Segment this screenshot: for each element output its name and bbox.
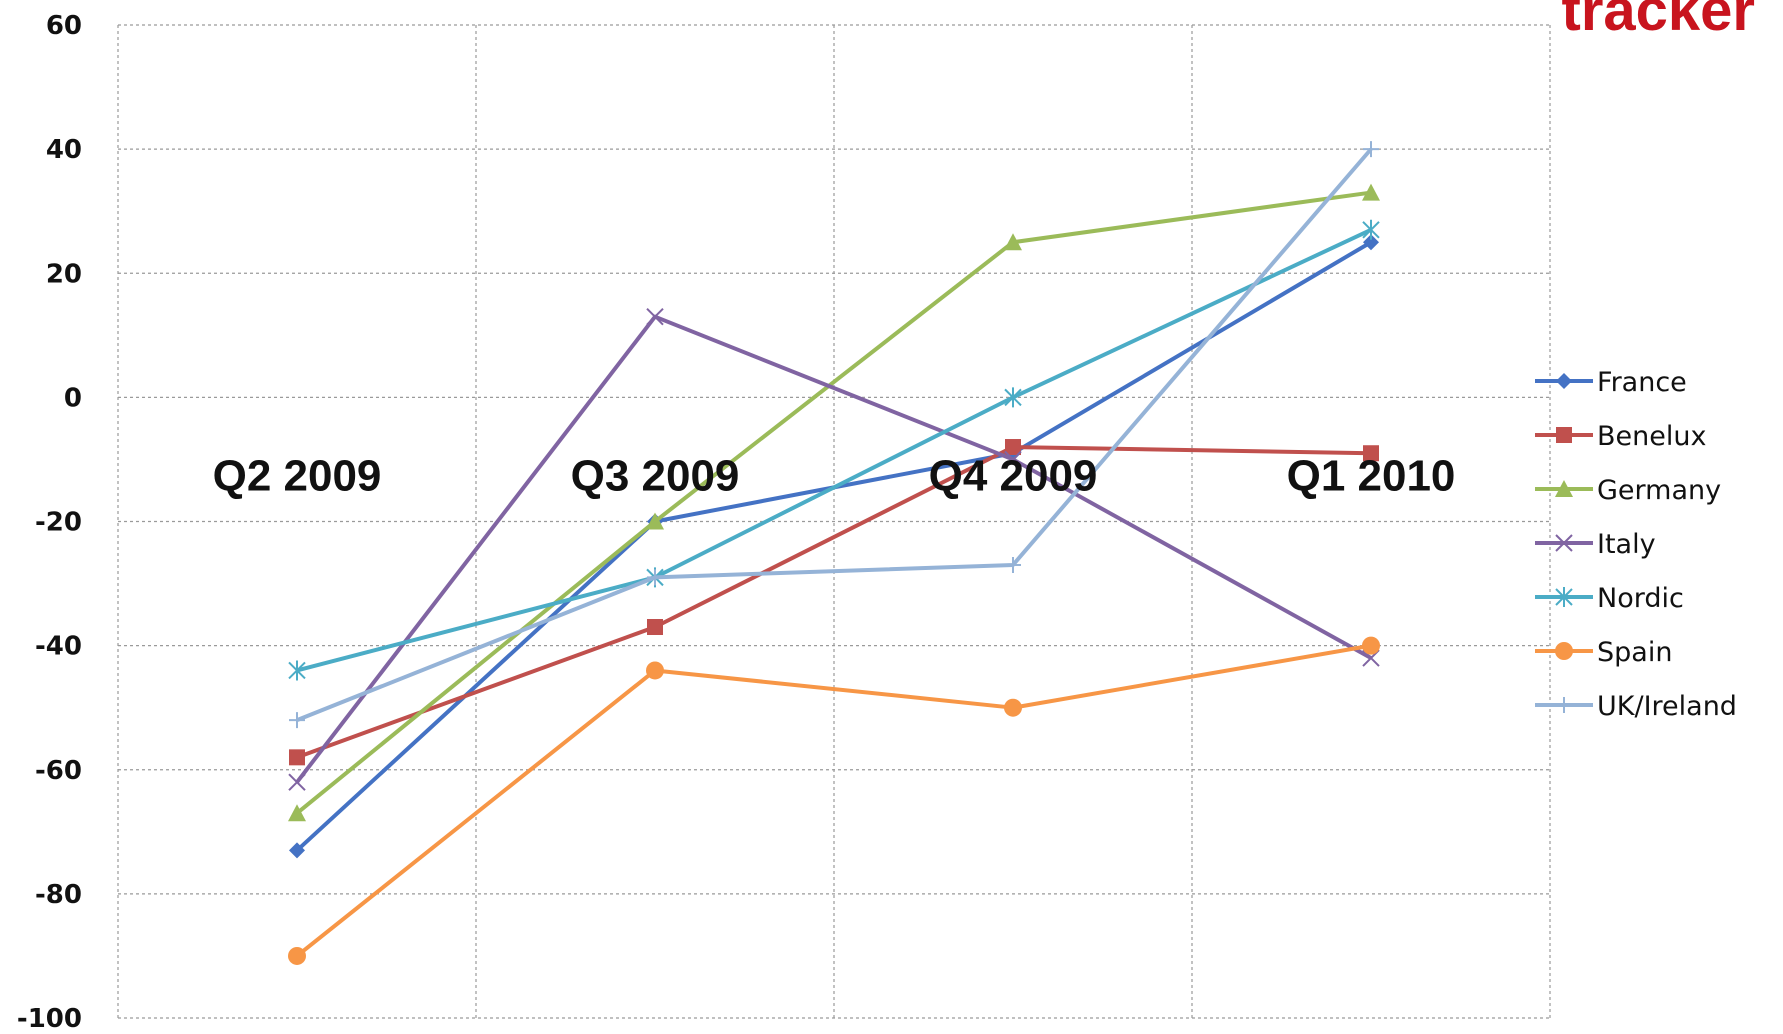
legend-item: Italy bbox=[1535, 529, 1656, 560]
data-point bbox=[1005, 556, 1021, 573]
data-point bbox=[288, 946, 306, 965]
data-point bbox=[646, 307, 664, 326]
series-line bbox=[295, 314, 1372, 784]
legend-marker bbox=[1555, 642, 1573, 660]
series-line bbox=[295, 643, 1372, 958]
legend-marker bbox=[1556, 697, 1572, 713]
data-point bbox=[1362, 636, 1380, 655]
category-label: Q4 2009 bbox=[929, 451, 1098, 500]
legend-label: UK/Ireland bbox=[1597, 691, 1737, 722]
series-line bbox=[296, 147, 1373, 722]
category-label: Q3 2009 bbox=[571, 451, 740, 500]
series-line bbox=[296, 445, 1372, 760]
data-point bbox=[288, 804, 306, 822]
data-point bbox=[1004, 450, 1022, 469]
data-point bbox=[1004, 233, 1022, 251]
data-point bbox=[1362, 183, 1380, 201]
y-tick-label: 40 bbox=[46, 135, 82, 165]
legend-label: Germany bbox=[1597, 475, 1721, 506]
y-tick-label: 0 bbox=[64, 383, 82, 413]
legend-label: France bbox=[1597, 367, 1687, 398]
y-tick-label: -60 bbox=[35, 756, 82, 786]
data-point bbox=[289, 749, 305, 766]
category-label: Q2 2009 bbox=[213, 451, 382, 500]
legend-item: Nordic bbox=[1535, 583, 1684, 614]
legend: France Benelux Germany Italy Nordic Spain UK/I… bbox=[1535, 367, 1737, 722]
y-tick-label: 20 bbox=[46, 259, 82, 289]
legend-marker bbox=[1555, 480, 1573, 497]
legend-marker bbox=[1555, 587, 1573, 607]
data-point bbox=[647, 569, 663, 586]
legend-item: UK/Ireland bbox=[1535, 691, 1737, 722]
y-tick-label: -40 bbox=[35, 632, 82, 662]
series-line bbox=[296, 227, 1372, 673]
y-tick-label: -20 bbox=[35, 508, 82, 538]
data-point bbox=[1362, 219, 1380, 240]
legend-marker bbox=[1555, 534, 1573, 552]
series-uk-ireland bbox=[289, 141, 1379, 729]
y-tick-label: -100 bbox=[17, 1004, 82, 1034]
legend-item: France bbox=[1535, 367, 1687, 398]
y-tick-label: -80 bbox=[35, 880, 82, 910]
data-point bbox=[289, 842, 305, 859]
series-germany bbox=[288, 183, 1380, 822]
legend-label: Italy bbox=[1597, 529, 1656, 560]
data-point bbox=[288, 660, 306, 681]
series-line bbox=[295, 190, 1372, 815]
legend-label: Nordic bbox=[1597, 583, 1684, 614]
data-point bbox=[1005, 439, 1021, 456]
data-point bbox=[1363, 445, 1379, 462]
y-tick-label: 60 bbox=[46, 11, 82, 41]
data-point bbox=[646, 661, 664, 680]
grid-lines bbox=[117, 24, 1551, 1019]
legend-label: Spain bbox=[1597, 637, 1672, 668]
data-point bbox=[1004, 698, 1022, 717]
legend-item: Germany bbox=[1535, 475, 1721, 506]
data-point bbox=[288, 773, 306, 791]
data-point bbox=[289, 712, 305, 729]
legend-marker bbox=[1556, 373, 1572, 389]
data-point bbox=[647, 619, 663, 636]
series-benelux bbox=[289, 439, 1379, 766]
legend-label: Benelux bbox=[1597, 421, 1706, 452]
series-lines bbox=[288, 141, 1380, 965]
category-label: Q1 2010 bbox=[1287, 451, 1456, 500]
data-point bbox=[1363, 234, 1379, 251]
legend-item: Benelux bbox=[1535, 421, 1706, 452]
legend-item: Spain bbox=[1535, 637, 1672, 668]
data-point bbox=[1004, 387, 1022, 408]
series-spain bbox=[288, 636, 1380, 965]
category-labels: Q2 2009 Q3 2009 Q4 2009 Q1 2010 bbox=[213, 451, 1456, 500]
data-point bbox=[646, 512, 664, 530]
y-axis-ticks: -100 -80 -60 -40 -20 0 20 40 60 bbox=[17, 11, 82, 1034]
tracker-logo: tracker bbox=[1562, 0, 1755, 43]
legend-marker bbox=[1556, 427, 1572, 443]
data-point bbox=[1363, 141, 1379, 158]
